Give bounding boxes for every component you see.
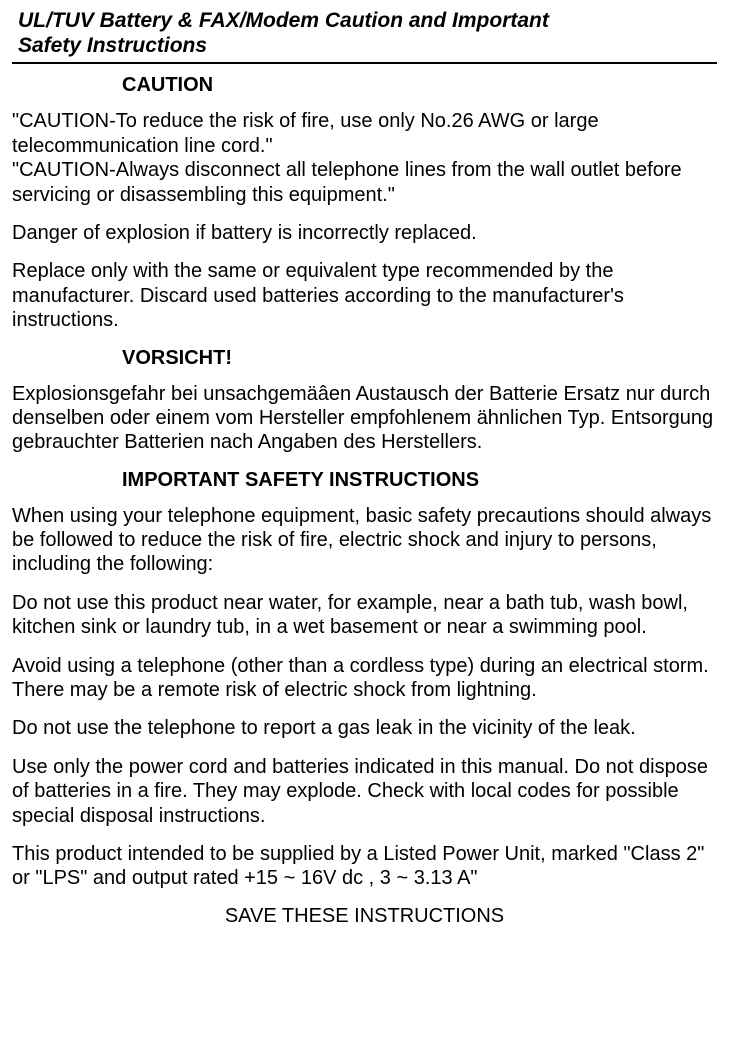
replace-text: Replace only with the same or equivalent… bbox=[12, 259, 717, 332]
caution-block: "CAUTION-To reduce the risk of fire, use… bbox=[12, 109, 717, 207]
important-para-1: When using your telephone equipment, bas… bbox=[12, 504, 717, 577]
important-para-3: Avoid using a telephone (other than a co… bbox=[12, 654, 717, 703]
heading-important: IMPORTANT SAFETY INSTRUCTIONS bbox=[12, 469, 717, 492]
important-para-2: Do not use this product near water, for … bbox=[12, 591, 717, 640]
title-line-1: UL/TUV Battery & FAX/Modem Caution and I… bbox=[18, 8, 711, 33]
important-para-5: Use only the power cord and batteries in… bbox=[12, 755, 717, 828]
important-para-6: This product intended to be supplied by … bbox=[12, 842, 717, 891]
heading-vorsicht: VORSICHT! bbox=[12, 347, 717, 370]
heading-caution: CAUTION bbox=[12, 74, 717, 97]
vorsicht-text: Explosionsgefahr bei unsachgemäâen Austa… bbox=[12, 382, 717, 455]
important-para-4: Do not use the telephone to report a gas… bbox=[12, 716, 717, 740]
title-line-2: Safety Instructions bbox=[18, 33, 711, 58]
danger-text: Danger of explosion if battery is incorr… bbox=[12, 221, 717, 245]
save-instructions: SAVE THESE INSTRUCTIONS bbox=[12, 905, 717, 928]
page-title: UL/TUV Battery & FAX/Modem Caution and I… bbox=[12, 8, 717, 64]
